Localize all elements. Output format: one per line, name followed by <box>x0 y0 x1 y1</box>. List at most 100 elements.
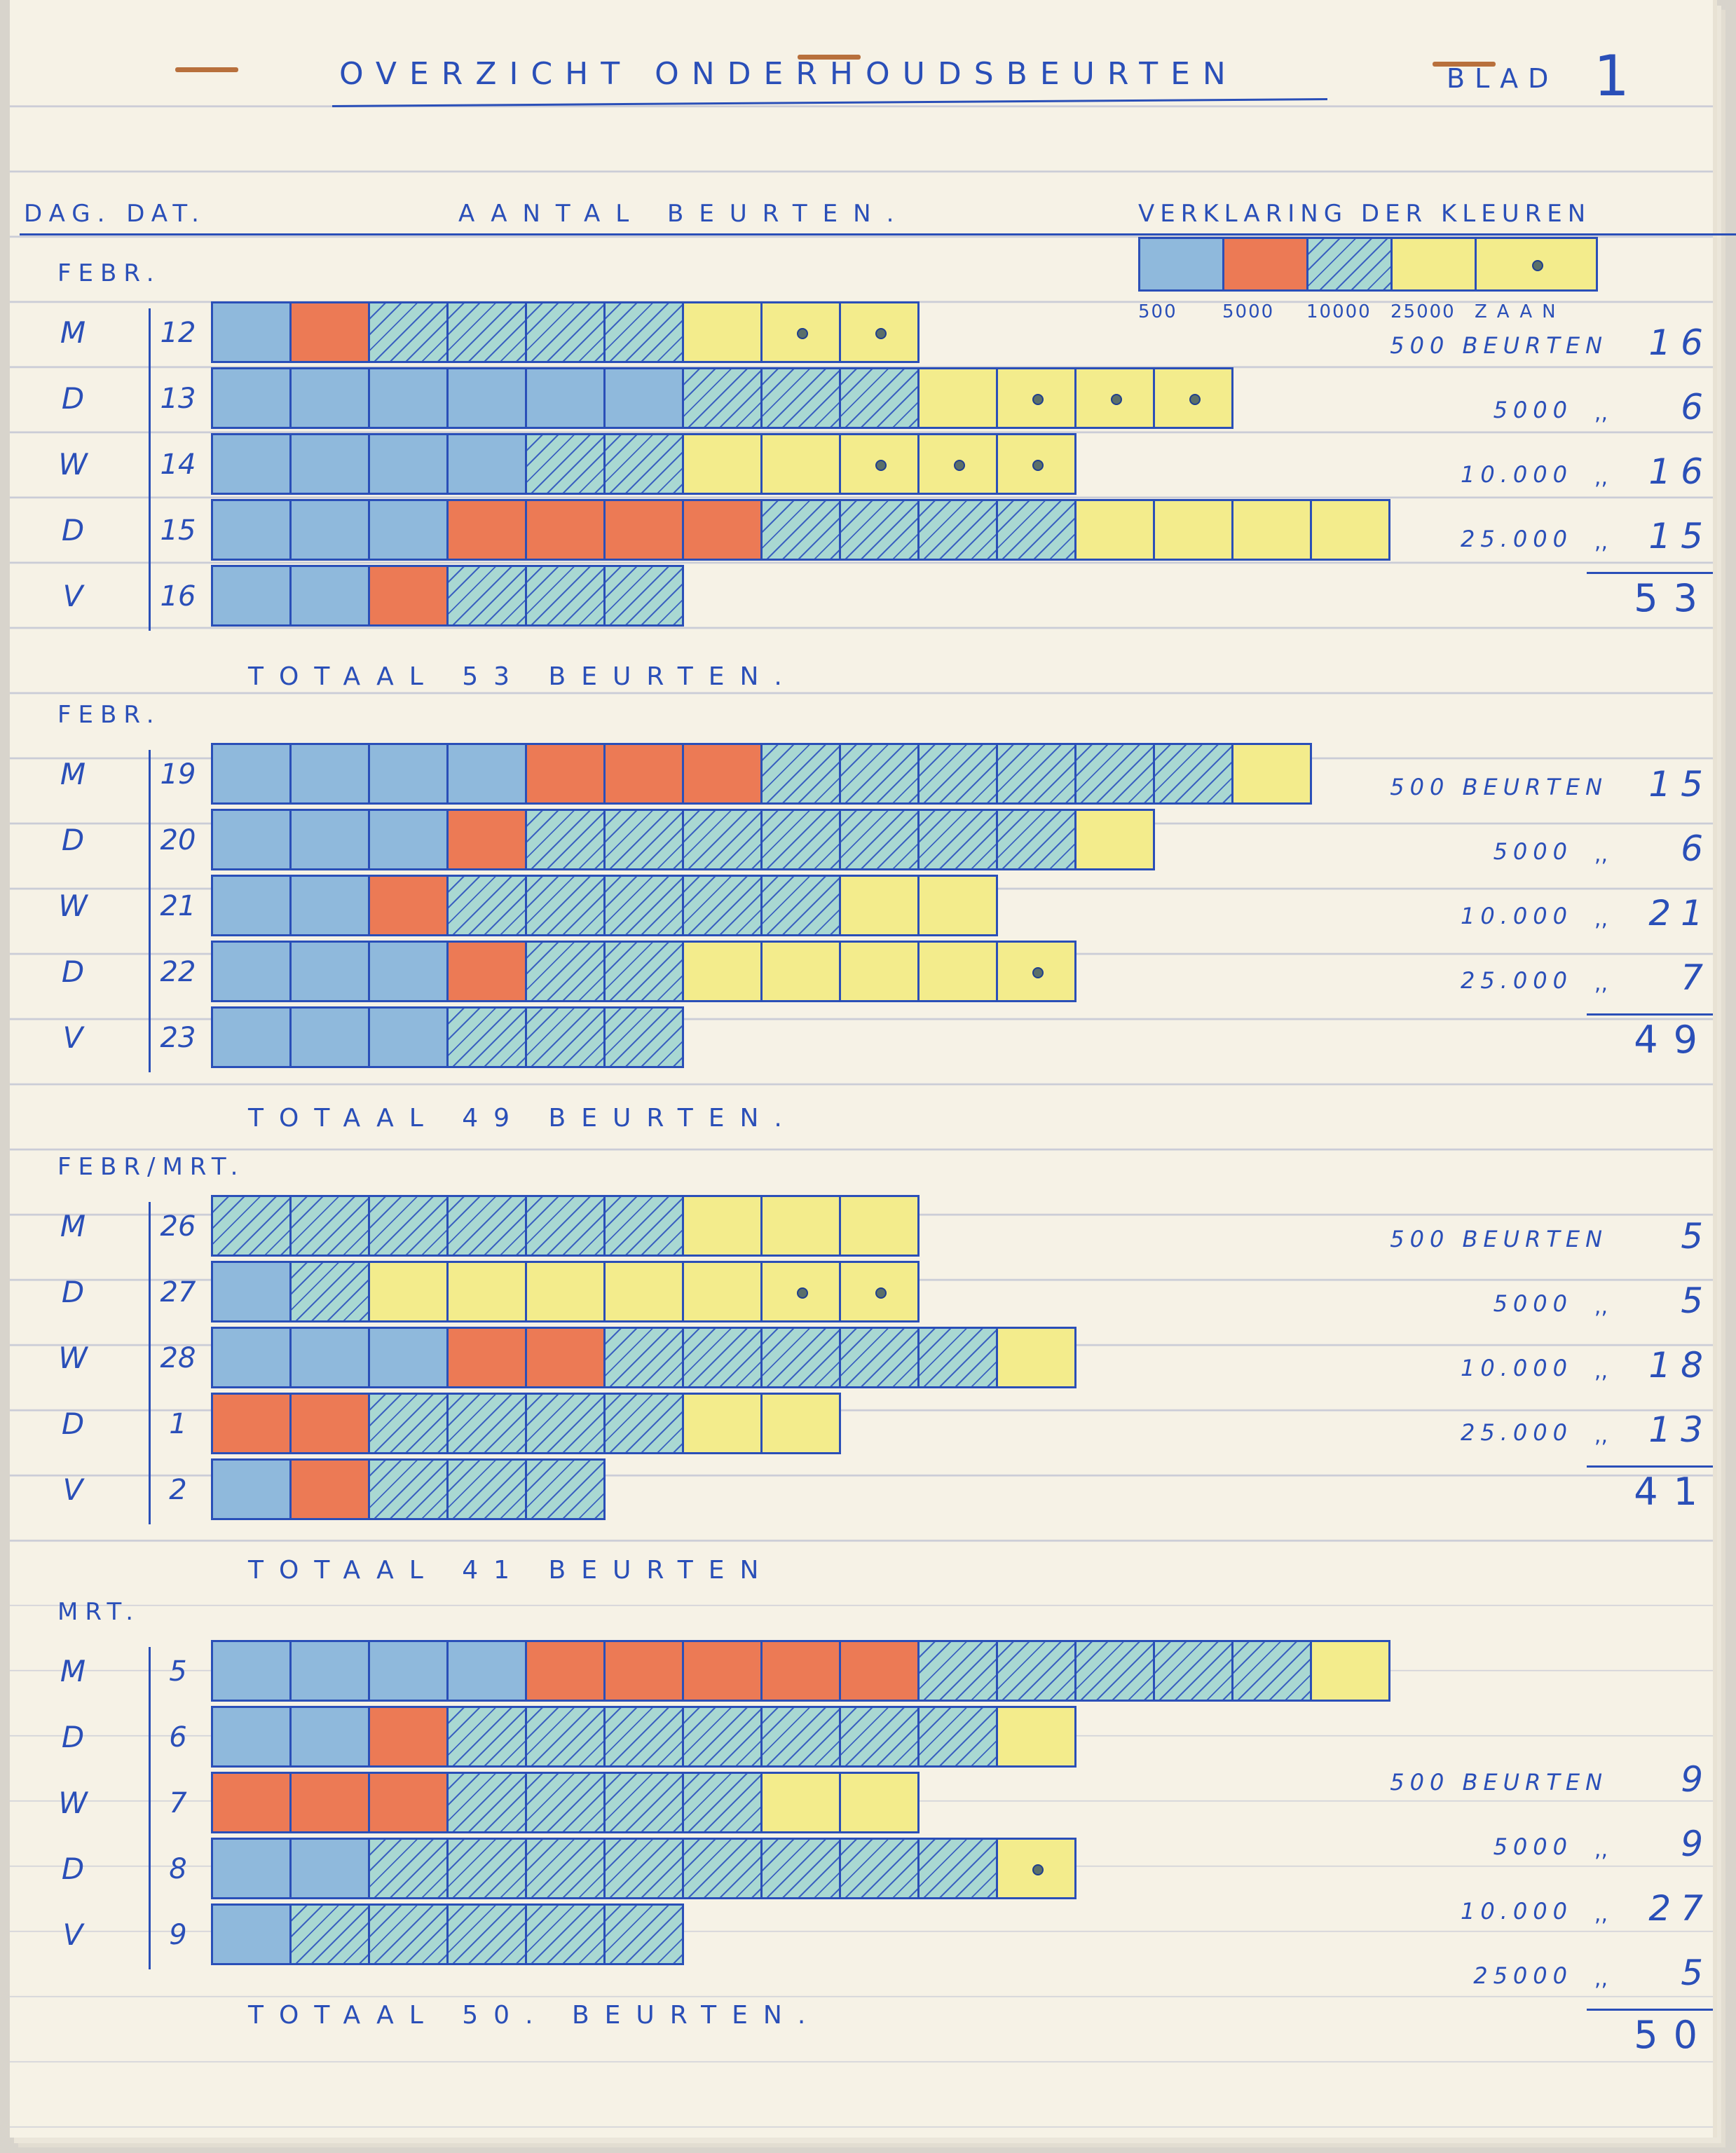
service-cell-5000 <box>368 565 449 627</box>
service-cell-10000 <box>525 809 606 870</box>
stats-label: 5000 <box>1493 397 1573 423</box>
grid-row <box>211 1327 1077 1388</box>
stats-row: 5000,, 6 <box>1271 387 1727 429</box>
service-cell-zaan <box>996 941 1077 1002</box>
stats-label: 500 BEURTEN <box>1390 1226 1608 1252</box>
service-cell-10000 <box>839 1327 920 1388</box>
legend-swatch <box>1393 239 1477 289</box>
service-cell-10000 <box>525 1838 606 1899</box>
service-cell-500 <box>211 1838 292 1899</box>
page-title: OVERZICHT ONDERHOUDSBEURTEN <box>339 56 1238 92</box>
service-cell-500 <box>446 367 527 429</box>
service-cell-zaan <box>839 433 920 495</box>
section-total-text: TOTAAL 50. BEURTEN. <box>248 2001 821 2030</box>
sum-rule <box>1587 572 1713 574</box>
grid-row <box>211 367 1233 429</box>
stats-ditto: ,, <box>1594 907 1608 931</box>
service-cell-5000 <box>603 499 684 561</box>
weekday-label: D <box>61 1407 85 1441</box>
service-cell-10000 <box>760 875 841 936</box>
service-cell-10000 <box>760 1838 841 1899</box>
grid-row <box>211 743 1312 805</box>
stats-value: 9 <box>1681 1759 1713 1800</box>
weekday-label: W <box>58 1341 88 1375</box>
service-cell-500 <box>289 1838 370 1899</box>
date-label: 15 <box>160 514 196 547</box>
service-cell-25000 <box>682 1393 763 1454</box>
weekday-label: V <box>62 1020 83 1055</box>
column-header-day-date: DAG. DAT. <box>24 200 206 228</box>
grid-row <box>211 1195 920 1257</box>
weekday-label: W <box>58 1786 88 1820</box>
title-underline <box>332 98 1327 107</box>
service-cell-500 <box>289 1640 370 1702</box>
service-cell-10000 <box>603 875 684 936</box>
service-cell-5000 <box>446 499 527 561</box>
service-cell-10000 <box>603 1903 684 1965</box>
stats-row: 10.000,, 21 <box>1271 893 1727 935</box>
service-cell-500 <box>289 875 370 936</box>
service-cell-25000 <box>760 1393 841 1454</box>
service-cell-500 <box>211 1327 292 1388</box>
weekday-label: M <box>60 757 86 791</box>
service-cell-10000 <box>1074 1640 1155 1702</box>
service-cell-10000 <box>525 1706 606 1768</box>
stats-label: 5000 <box>1493 1290 1573 1317</box>
service-cell-10000 <box>839 499 920 561</box>
service-cell-5000 <box>839 1640 920 1702</box>
weekday-label: M <box>60 315 86 350</box>
stats-value: 15 <box>1648 516 1713 556</box>
grid-row <box>211 1772 920 1833</box>
grid-row <box>211 1458 606 1520</box>
service-cell-25000 <box>1074 809 1155 870</box>
notebook-page: OVERZICHT ONDERHOUDSBEURTEN BLAD 1 DAG. … <box>10 0 1736 2138</box>
date-label: 8 <box>169 1853 187 1885</box>
weekday-label: V <box>62 1472 83 1507</box>
service-cell-10000 <box>446 1195 527 1257</box>
service-cell-10000 <box>446 1903 527 1965</box>
service-cell-500 <box>368 1327 449 1388</box>
staple-right <box>1433 62 1496 67</box>
stats-label: 500 BEURTEN <box>1390 1769 1608 1796</box>
service-cell-500 <box>446 1640 527 1702</box>
sum-rule <box>1587 1465 1713 1468</box>
service-cell-25000 <box>760 1195 841 1257</box>
date-label: 2 <box>169 1474 187 1506</box>
service-cell-500 <box>211 301 292 363</box>
service-cell-500 <box>368 941 449 1002</box>
sheet-label: BLAD <box>1447 63 1559 94</box>
month-label: FEBR. <box>57 701 161 729</box>
service-cell-5000 <box>368 1706 449 1768</box>
stats-label: 10.000 <box>1461 903 1573 929</box>
service-cell-10000 <box>917 1640 998 1702</box>
service-cell-500 <box>211 1458 292 1520</box>
service-cell-25000 <box>839 1772 920 1833</box>
stats-label: 5000 <box>1493 838 1573 865</box>
service-cell-500 <box>211 809 292 870</box>
service-cell-25000 <box>917 367 998 429</box>
stats-sum: 41 <box>1634 1470 1713 1514</box>
service-cell-10000 <box>368 301 449 363</box>
service-cell-500 <box>368 433 449 495</box>
service-cell-5000 <box>446 809 527 870</box>
stats-value: 7 <box>1681 957 1713 998</box>
grid-row <box>211 565 684 627</box>
service-cell-10000 <box>1231 1640 1312 1702</box>
date-label: 26 <box>160 1210 196 1243</box>
service-cell-500 <box>211 743 292 805</box>
service-cell-10000 <box>525 1458 606 1520</box>
service-cell-500 <box>368 1640 449 1702</box>
service-cell-500 <box>446 433 527 495</box>
grid-row <box>211 499 1390 561</box>
service-cell-25000 <box>446 1261 527 1322</box>
service-cell-500 <box>211 1261 292 1322</box>
weekday-label: D <box>61 1275 85 1309</box>
service-cell-10000 <box>446 1706 527 1768</box>
service-cell-25000 <box>839 1195 920 1257</box>
service-cell-10000 <box>603 1772 684 1833</box>
legend-swatch <box>1308 239 1393 289</box>
date-label: 9 <box>169 1919 187 1951</box>
service-cell-10000 <box>682 1772 763 1833</box>
service-cell-500 <box>289 809 370 870</box>
service-cell-25000 <box>682 941 763 1002</box>
